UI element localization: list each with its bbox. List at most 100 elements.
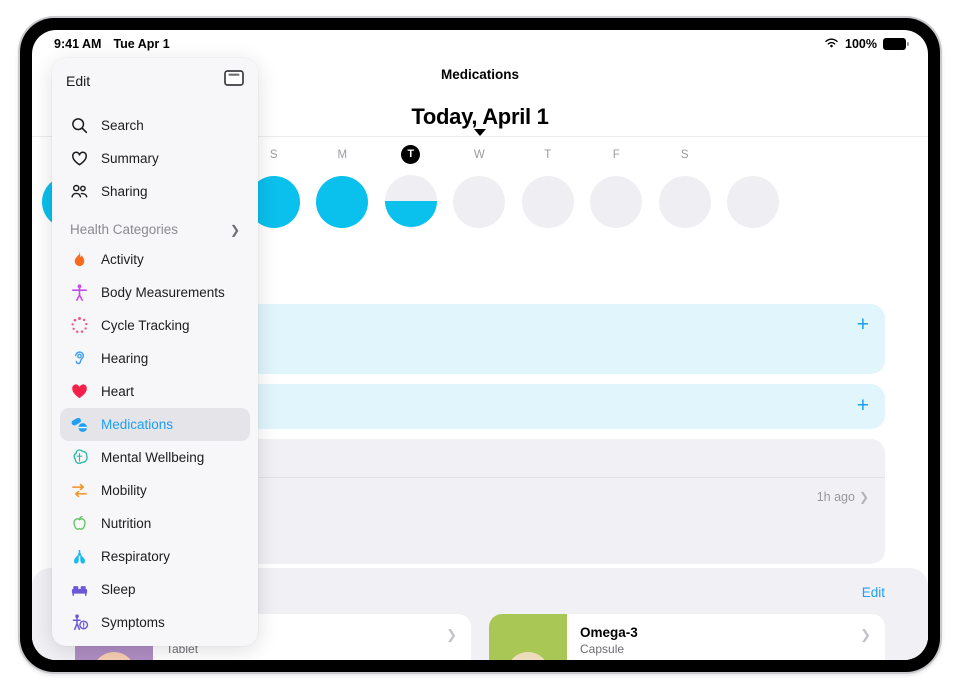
status-bar-left: 9:41 AM Tue Apr 1: [54, 37, 170, 51]
sidebar-item-search[interactable]: Search: [60, 109, 250, 142]
sidebar-item-summary[interactable]: Summary: [60, 142, 250, 175]
battery-full-icon: [883, 38, 909, 50]
health-categories-header[interactable]: Health Categories ❯: [52, 208, 258, 243]
sidebar-item-activity[interactable]: Activity: [60, 243, 250, 276]
day-strip-day[interactable]: W: [445, 137, 514, 228]
people-icon: [70, 182, 89, 201]
chevron-down-icon[interactable]: ❯: [229, 222, 240, 237]
flame-icon: [70, 250, 89, 269]
day-strip-day[interactable]: [719, 137, 788, 228]
sidebar-item-sharing[interactable]: Sharing: [60, 175, 250, 208]
chevron-right-icon: ❯: [858, 489, 869, 504]
ipad-screen: 9:41 AM Tue Apr 1 100% Medications Today…: [32, 30, 928, 660]
medication-card[interactable]: Omega-3 Capsule ❯: [489, 614, 885, 660]
day-dose-indicator[interactable]: [384, 175, 437, 227]
sidebar-item-label: Nutrition: [101, 516, 152, 531]
sidebar-toggle-icon[interactable]: [224, 70, 244, 91]
status-bar-right: 100%: [824, 37, 909, 52]
sidebar-item-label: Mental Wellbeing: [101, 450, 205, 465]
sidebar-item-label: Medications: [101, 417, 174, 432]
sidebar-item-label: Body Measurements: [101, 285, 225, 300]
sidebar-item-nutrition[interactable]: Nutrition: [60, 507, 250, 540]
sidebar-item-respiratory[interactable]: Respiratory: [60, 540, 250, 573]
edit-medications-button[interactable]: Edit: [861, 585, 885, 600]
pills-icon: [70, 415, 89, 434]
sidebar-item-label: Search: [101, 118, 144, 133]
bed-icon: [70, 580, 89, 599]
sidebar-item-cycle-tracking[interactable]: Cycle Tracking: [60, 309, 250, 342]
day-strip-day[interactable]: T: [377, 137, 446, 227]
sidebar-item-label: Respiratory: [101, 549, 171, 564]
sidebar-item-label: Heart: [101, 384, 135, 399]
sidebar-item-label: Mobility: [101, 483, 147, 498]
sidebar-item-mobility[interactable]: Mobility: [60, 474, 250, 507]
status-time: 9:41 AM: [54, 37, 102, 51]
body-icon: [70, 283, 89, 302]
day-dose-indicator[interactable]: [590, 176, 643, 228]
sidebar-item-symptoms[interactable]: Symptoms: [60, 606, 250, 639]
day-letter: T: [544, 149, 552, 161]
sidebar-item-label: Activity: [101, 252, 144, 267]
sidebar-edit-button[interactable]: Edit: [66, 72, 91, 89]
day-letter: F: [612, 149, 620, 161]
ear-icon: [70, 349, 89, 368]
medication-card-text: Omega-3 Capsule: [567, 614, 860, 660]
medication-form: Capsule: [580, 642, 625, 656]
battery-percent: 100%: [845, 37, 877, 51]
sidebar-item-medications[interactable]: Medications: [60, 408, 250, 441]
day-letter: M: [337, 149, 348, 161]
sidebar: Edit Search Summary Sharing Health Categor…: [52, 58, 258, 646]
day-strip-day[interactable]: M: [308, 137, 377, 228]
lungs-icon: [70, 547, 89, 566]
device-frame: 9:41 AM Tue Apr 1 100% Medications Today…: [20, 18, 940, 672]
sidebar-item-label: Sleep: [101, 582, 136, 597]
apple-icon: [70, 514, 89, 533]
day-letter: S: [269, 149, 278, 161]
day-dose-indicator[interactable]: [727, 176, 780, 228]
day-strip-day[interactable]: T: [514, 137, 583, 228]
search-icon: [70, 116, 89, 135]
sidebar-item-body-measurements[interactable]: Body Measurements: [60, 276, 250, 309]
today-caret-icon: [474, 129, 486, 136]
wifi-icon: [824, 37, 839, 52]
sidebar-item-label: Summary: [101, 151, 159, 166]
sidebar-item-label: Cycle Tracking: [101, 318, 190, 333]
sidebar-item-heart[interactable]: Heart: [60, 375, 250, 408]
date-heading: Today, April 1: [411, 104, 549, 129]
medication-name: Omega-3: [580, 625, 638, 640]
day-dose-indicator[interactable]: [316, 176, 369, 228]
sidebar-item-sleep[interactable]: Sleep: [60, 573, 250, 606]
status-date: Tue Apr 1: [113, 37, 170, 51]
add-as-needed-button[interactable]: +: [856, 394, 869, 417]
day-letter: S: [680, 149, 689, 161]
day-letter-today: T: [401, 145, 421, 164]
chevron-right-icon: ❯: [860, 627, 871, 642]
mobility-icon: [70, 481, 89, 500]
logged-relative-time: 1h ago: [816, 489, 855, 504]
symptoms-icon: [70, 613, 89, 632]
sidebar-top-list: Search Summary Sharing: [52, 99, 258, 208]
day-strip-day[interactable]: F: [582, 137, 651, 228]
health-categories-label: Health Categories: [70, 222, 179, 237]
sidebar-item-mental-wellbeing[interactable]: Mental Wellbeing: [60, 441, 250, 474]
sidebar-header: Edit: [52, 58, 258, 99]
medication-thumbnail: [489, 614, 567, 660]
day-letter: W: [473, 149, 485, 161]
heart-outline-icon: [70, 149, 89, 168]
day-strip-day[interactable]: S: [651, 137, 720, 228]
heart-filled-icon: [70, 382, 89, 401]
sidebar-item-label: Sharing: [101, 184, 148, 199]
day-dose-indicator[interactable]: [453, 176, 506, 228]
add-dose-button[interactable]: +: [856, 313, 869, 336]
status-bar: 9:41 AM Tue Apr 1 100%: [32, 30, 928, 58]
divider: [91, 477, 885, 478]
day-dose-indicator[interactable]: [521, 176, 574, 228]
page-title: Medications: [440, 67, 519, 82]
sidebar-item-label: Hearing: [101, 351, 149, 366]
brain-icon: [70, 448, 89, 467]
chevron-right-icon: ❯: [446, 627, 457, 642]
cycle-icon: [70, 316, 89, 335]
sidebar-category-list: Activity Body Measurements Cycle Tracking H…: [52, 243, 258, 639]
day-dose-indicator[interactable]: [658, 176, 711, 228]
sidebar-item-hearing[interactable]: Hearing: [60, 342, 250, 375]
